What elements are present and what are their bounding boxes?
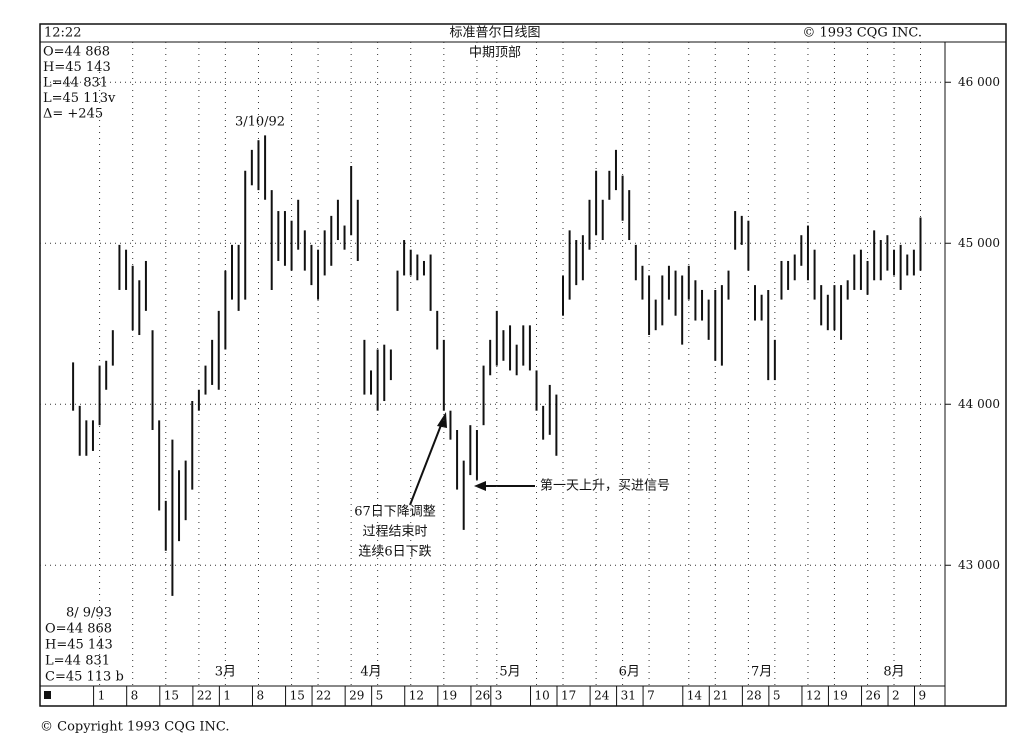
info-line: H=45 143 (45, 638, 113, 653)
x-tick-label: 24 (594, 689, 610, 703)
info-line: Δ= +245 (43, 107, 103, 122)
month-label: 6月 (619, 665, 640, 680)
x-tick-label: 15 (290, 689, 305, 703)
x-tick-label: 19 (832, 689, 847, 703)
corner-icon (44, 691, 51, 699)
x-tick-label: 2 (892, 689, 900, 703)
x-tick-label: 12 (806, 689, 821, 703)
info-line: L=45 113v (43, 91, 116, 106)
x-tick-label: 1 (223, 689, 231, 703)
annotation: 连续6日下跌 (358, 544, 431, 560)
x-tick-label: 8 (131, 689, 139, 703)
info-line: L=44 831 (43, 76, 108, 91)
y-tick-label: 44 000 (958, 397, 1000, 411)
x-tick-label: 1 (98, 689, 106, 703)
month-label: 7月 (751, 665, 772, 680)
x-tick-label: 26 (866, 689, 881, 703)
y-tick-label: 43 000 (958, 558, 1000, 572)
footer: © Copyright 1993 CQG INC. (40, 720, 229, 735)
info-line: L=44 831 (45, 654, 110, 669)
peak-label: 3/10/92 (235, 115, 285, 130)
x-tick-label: 14 (687, 689, 703, 703)
chart-title: 标准普尔日线图 (449, 26, 540, 41)
x-tick-label: 3 (495, 689, 503, 703)
x-tick-label: 12 (409, 689, 424, 703)
info-line: C=45 113 b (45, 670, 124, 685)
x-tick-label: 21 (713, 689, 728, 703)
subtitle: 中期顶部 (469, 46, 521, 61)
info-line: O=44 868 (45, 622, 112, 637)
x-tick-label: 5 (773, 689, 781, 703)
x-tick-label: 9 (919, 689, 927, 703)
x-tick-label: 26 (475, 689, 490, 703)
y-tick-label: 46 000 (958, 75, 1000, 89)
frame (39, 23, 1007, 707)
x-tick-label: 10 (535, 689, 550, 703)
x-tick-label: 29 (349, 689, 364, 703)
month-label: 8月 (883, 665, 904, 680)
info-line: 8/ 9/93 (66, 606, 112, 621)
x-tick-label: 31 (621, 689, 636, 703)
month-label: 5月 (499, 665, 520, 680)
x-tick-label: 17 (561, 689, 576, 703)
annotation: 过程结束时 (362, 525, 427, 540)
x-tick-label: 22 (316, 689, 331, 703)
month-label: 4月 (360, 665, 381, 680)
x-tick-label: 8 (256, 689, 264, 703)
annotation: 第一天上升，买进信号 (540, 479, 670, 494)
info-line: O=44 868 (43, 45, 110, 60)
x-tick-label: 15 (164, 689, 179, 703)
x-tick-label: 5 (376, 689, 384, 703)
y-tick-label: 45 000 (958, 236, 1000, 250)
arrow-head (474, 481, 486, 491)
x-tick-label: 7 (647, 689, 655, 703)
copyright: © 1993 CQG INC. (802, 26, 922, 41)
info-line: H=45 143 (43, 60, 111, 75)
arrow-head (437, 412, 447, 428)
header-time: 12:22 (44, 26, 81, 41)
x-tick-label: 22 (197, 689, 212, 703)
arrow (409, 419, 444, 506)
x-tick-label: 19 (442, 689, 457, 703)
annotation: 67日下降调整 (354, 505, 436, 520)
x-tick-label: 28 (746, 689, 761, 703)
month-label: 3月 (215, 665, 236, 680)
